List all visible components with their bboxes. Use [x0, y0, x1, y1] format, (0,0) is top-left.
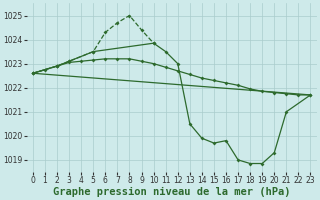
X-axis label: Graphe pression niveau de la mer (hPa): Graphe pression niveau de la mer (hPa)	[53, 186, 291, 197]
